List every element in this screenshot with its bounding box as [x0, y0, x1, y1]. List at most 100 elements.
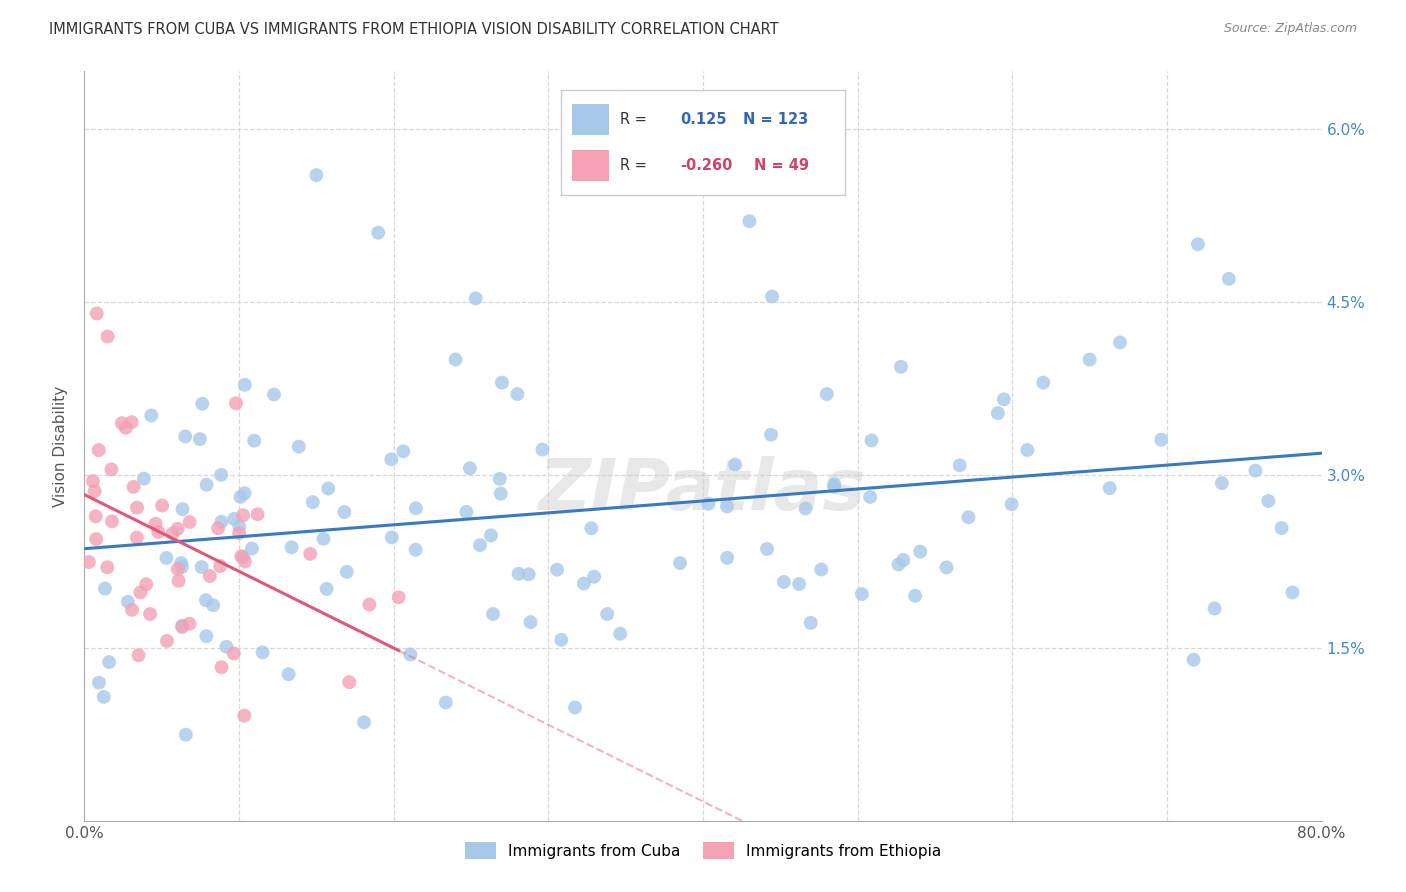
Point — [489, 486, 512, 500]
Point — [380, 452, 402, 467]
Point — [170, 556, 193, 570]
Point — [756, 541, 779, 556]
Y-axis label: Vision Disability: Vision Disability — [53, 385, 69, 507]
Point — [890, 359, 912, 374]
Point — [669, 556, 692, 570]
Point — [316, 482, 339, 496]
Point — [135, 577, 157, 591]
Point — [1001, 497, 1024, 511]
Point — [333, 505, 356, 519]
Point — [508, 566, 530, 581]
Point — [716, 550, 738, 565]
Point — [191, 397, 214, 411]
Point — [195, 629, 218, 643]
Point — [84, 509, 107, 524]
Point — [195, 477, 218, 491]
Point — [1270, 521, 1292, 535]
Point — [172, 620, 194, 634]
Point — [228, 519, 250, 533]
Point — [111, 416, 134, 430]
Point — [114, 421, 136, 435]
Point — [787, 577, 810, 591]
Point — [458, 461, 481, 475]
Point — [1211, 476, 1233, 491]
Point — [859, 490, 882, 504]
Point — [117, 595, 139, 609]
Point — [98, 655, 121, 669]
Point — [405, 501, 427, 516]
Point — [233, 486, 256, 500]
Point — [581, 521, 603, 535]
Point — [156, 633, 179, 648]
Point — [211, 515, 233, 529]
Point — [299, 547, 322, 561]
Point — [479, 528, 502, 542]
Point — [84, 532, 107, 546]
Point — [211, 660, 233, 674]
Point — [444, 352, 467, 367]
Point — [94, 582, 117, 596]
Point — [233, 554, 256, 568]
Point — [572, 576, 595, 591]
Point — [121, 603, 143, 617]
Point — [305, 168, 328, 182]
Point — [550, 632, 572, 647]
Point — [167, 562, 190, 576]
Point — [1257, 494, 1279, 508]
Point — [823, 480, 845, 494]
Point — [860, 434, 883, 448]
Point — [228, 526, 250, 541]
Point — [434, 696, 457, 710]
Point — [128, 648, 150, 663]
Point — [596, 607, 619, 621]
Point — [125, 500, 148, 515]
Point — [172, 618, 194, 632]
Point — [609, 626, 631, 640]
Point — [697, 497, 720, 511]
Point — [519, 615, 541, 629]
Point — [1109, 335, 1132, 350]
Point — [851, 587, 873, 601]
Point — [367, 226, 389, 240]
Point — [93, 690, 115, 704]
Point — [174, 429, 197, 443]
Point — [935, 560, 957, 574]
Point — [209, 467, 232, 482]
Text: IMMIGRANTS FROM CUBA VS IMMIGRANTS FROM ETHIOPIA VISION DISABILITY CORRELATION C: IMMIGRANTS FROM CUBA VS IMMIGRANTS FROM … — [49, 22, 779, 37]
Point — [179, 616, 201, 631]
Point — [122, 480, 145, 494]
Point — [815, 387, 838, 401]
Point — [464, 292, 486, 306]
Point — [167, 574, 190, 588]
Point — [1244, 464, 1267, 478]
Point — [987, 406, 1010, 420]
Point — [716, 500, 738, 514]
Point — [121, 415, 143, 429]
Point — [198, 569, 221, 583]
Point — [232, 549, 254, 564]
Point — [482, 607, 505, 621]
Point — [405, 542, 427, 557]
Point — [738, 214, 761, 228]
Point — [583, 570, 606, 584]
Legend: Immigrants from Cuba, Immigrants from Ethiopia: Immigrants from Cuba, Immigrants from Et… — [458, 836, 948, 865]
Point — [246, 507, 269, 521]
Point — [155, 551, 177, 566]
Point — [312, 532, 335, 546]
Point — [531, 442, 554, 457]
Point — [392, 444, 415, 458]
Point — [761, 289, 783, 303]
Text: Source: ZipAtlas.com: Source: ZipAtlas.com — [1223, 22, 1357, 36]
Point — [1017, 443, 1039, 458]
Point — [692, 134, 714, 148]
Point — [252, 645, 274, 659]
Point — [315, 582, 337, 596]
Point — [359, 598, 381, 612]
Point — [546, 563, 568, 577]
Text: ZIPatlas: ZIPatlas — [540, 457, 866, 525]
Point — [172, 502, 194, 516]
Point — [904, 589, 927, 603]
Point — [1281, 585, 1303, 599]
Point — [139, 607, 162, 621]
Point — [1150, 433, 1173, 447]
